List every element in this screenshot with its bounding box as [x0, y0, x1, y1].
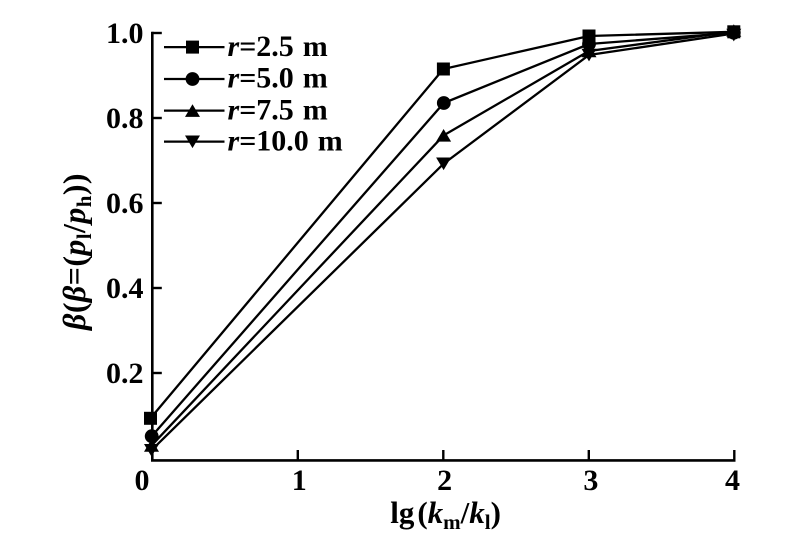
svg-text:0.4: 0.4	[106, 272, 144, 305]
svg-text:0.6: 0.6	[106, 187, 144, 220]
svg-text:0: 0	[135, 464, 150, 497]
svg-text:r=7.5m: r=7.5 m	[228, 93, 328, 126]
svg-text:1: 1	[292, 464, 307, 497]
svg-text:0.8: 0.8	[106, 102, 144, 135]
svg-text:r=5.0m: r=5.0 m	[228, 62, 328, 95]
svg-text:1.0: 1.0	[106, 17, 144, 50]
svg-text:0.2: 0.2	[106, 357, 144, 390]
svg-text:3: 3	[583, 464, 598, 497]
svg-text:r=2.5m: r=2.5 m	[228, 30, 328, 63]
svg-text:r=10.0m: r=10.0 m	[228, 124, 343, 157]
svg-text:2: 2	[437, 464, 452, 497]
svg-text:4: 4	[725, 464, 740, 497]
